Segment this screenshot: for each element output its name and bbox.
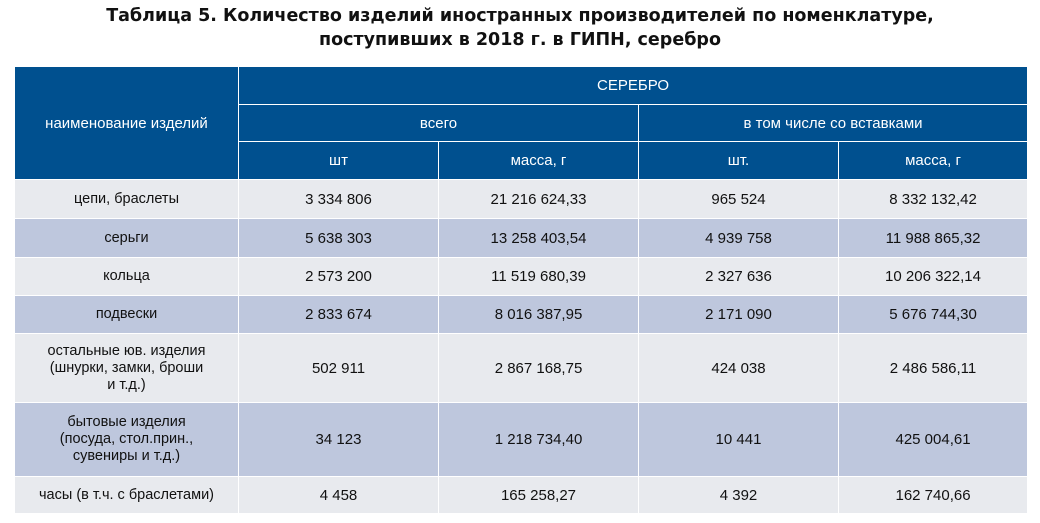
value-cell: 1 218 734,40 [438,402,639,477]
table-header: наименование изделий СЕРЕБРО всего в том… [14,66,1029,180]
row-name-line: (посуда, стол.прин., [59,431,194,447]
row-name-line: часы (в т.ч. с браслетами) [39,486,214,503]
row-name-cell: цепи, браслеты [14,179,239,219]
value-cell: 8 016 387,95 [438,295,639,334]
table-row: часы (в т.ч. с браслетами) 4 458 165 258… [14,476,1029,514]
row-name-line: бытовые изделия [67,414,186,430]
header-silver-group: СЕРЕБРО [237,66,1029,105]
header-item-name: наименование изделий [14,66,239,180]
row-name-line: серьги [104,229,149,246]
row-name-cell: бытовые изделия (посуда, стол.прин., сув… [14,402,239,477]
value-cell: 5 638 303 [238,218,439,258]
header-total-mass: масса, г [438,141,639,180]
table-title-line-1: Таблица 5. Количество изделий иностранны… [106,6,934,26]
row-name-line: остальные юв. изделия [47,342,206,359]
row-name-line: сувениры и т.д.) [72,448,181,464]
table-row: кольца 2 573 200 11 519 680,39 2 327 636… [14,257,1029,296]
header-inserts-mass: масса, г [837,141,1029,180]
row-name-line: кольца [103,268,150,284]
table-row: остальные юв. изделия (шнурки, замки, бр… [14,333,1029,403]
table-body: цепи, браслеты 3 334 806 21 216 624,33 9… [14,179,1029,514]
header-total-pieces: шт [238,141,439,180]
value-cell: 5 676 744,30 [837,295,1029,334]
row-name-line: цепи, браслеты [73,190,179,207]
value-cell: 162 740,66 [837,476,1029,514]
value-cell: 425 004,61 [837,402,1029,477]
row-name-line: (шнурки, замки, броши [49,359,204,376]
header-total: всего [238,104,639,142]
value-cell: 165 258,27 [438,476,639,514]
value-cell: 4 939 758 [638,218,839,258]
value-cell: 13 258 403,54 [438,218,639,258]
value-cell: 2 171 090 [638,295,839,334]
value-cell: 3 334 806 [238,179,439,219]
silver-items-table: наименование изделий СЕРЕБРО всего в том… [14,66,1029,514]
value-cell: 424 038 [638,333,839,403]
table-row: цепи, браслеты 3 334 806 21 216 624,33 9… [14,179,1029,219]
value-cell: 2 573 200 [238,257,439,296]
row-name-cell: кольца [14,257,239,296]
value-cell: 11 519 680,39 [438,257,639,296]
row-name-line: и т.д.) [107,376,146,393]
value-cell: 21 216 624,33 [438,179,639,219]
table-row: серьги 5 638 303 13 258 403,54 4 939 758… [14,218,1029,258]
value-cell: 34 123 [238,402,439,477]
value-cell: 4 458 [238,476,439,514]
header-inserts-pieces: шт. [638,141,839,180]
header-with-inserts: в том числе со вставками [637,104,1029,142]
value-cell: 2 327 636 [638,257,839,296]
table-title-line-2: поступивших в 2018 г. в ГИПН, серебро [319,30,721,50]
value-cell: 11 988 865,32 [837,218,1029,258]
value-cell: 502 911 [238,333,439,403]
value-cell: 2 833 674 [238,295,439,334]
row-name-cell: остальные юв. изделия (шнурки, замки, бр… [14,333,239,403]
value-cell: 10 206 322,14 [837,257,1029,296]
table-title: Таблица 5. Количество изделий иностранны… [0,4,1040,52]
value-cell: 10 441 [638,402,839,477]
value-cell: 4 392 [638,476,839,514]
row-name-cell: подвески [14,295,239,334]
row-name-cell: часы (в т.ч. с браслетами) [14,476,239,514]
table-row: бытовые изделия (посуда, стол.прин., сув… [14,402,1029,477]
row-name-line: подвески [95,306,158,322]
table-row: подвески 2 833 674 8 016 387,95 2 171 09… [14,295,1029,334]
value-cell: 8 332 132,42 [837,179,1029,219]
value-cell: 2 486 586,11 [837,333,1029,403]
value-cell: 965 524 [638,179,839,219]
value-cell: 2 867 168,75 [438,333,639,403]
row-name-cell: серьги [14,218,239,258]
